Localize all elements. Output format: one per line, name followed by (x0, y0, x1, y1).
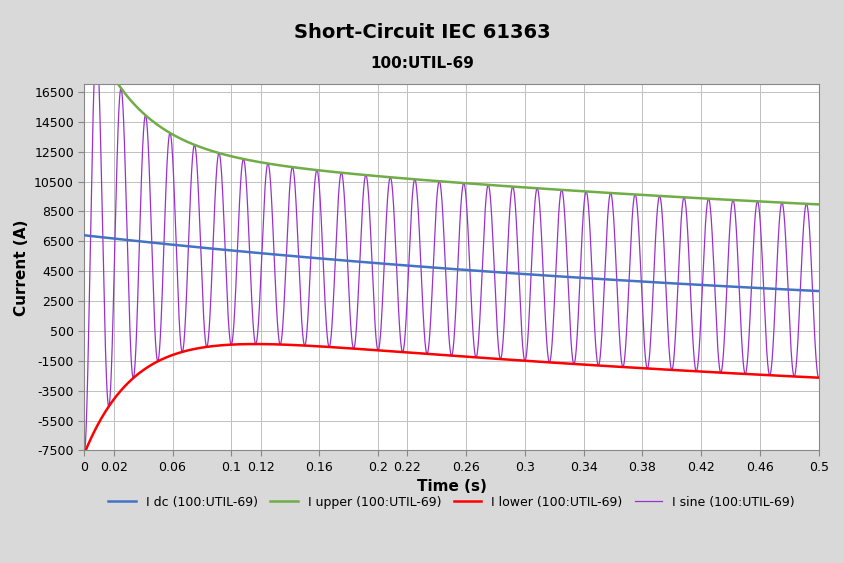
I lower (100:UTIL-69) (663, 367, 674, 373)
I lower (100:UTIL-69) (116, 387, 127, 394)
I dc (100:UTIL-69) (116, 236, 127, 243)
Text: Short-Circuit IEC 61363: Short-Circuit IEC 61363 (294, 23, 550, 42)
I dc (100:UTIL-69) (79, 232, 89, 239)
I lower (100:UTIL-69) (814, 374, 824, 381)
Line: I lower (100:UTIL-69): I lower (100:UTIL-69) (84, 344, 819, 453)
I sine (100:UTIL-69) (814, 374, 824, 381)
I upper (100:UTIL-69) (546, 186, 556, 193)
I upper (100:UTIL-69) (514, 184, 524, 190)
I dc (100:UTIL-69) (345, 258, 355, 265)
Line: I dc (100:UTIL-69): I dc (100:UTIL-69) (84, 235, 819, 291)
I dc (100:UTIL-69) (514, 270, 524, 277)
I sine (100:UTIL-69) (663, 329, 674, 336)
Line: I upper (100:UTIL-69): I upper (100:UTIL-69) (84, 17, 819, 204)
X-axis label: Time (s): Time (s) (417, 479, 486, 494)
I lower (100:UTIL-69) (514, 357, 524, 364)
I lower (100:UTIL-69) (250, 341, 260, 347)
I dc (100:UTIL-69) (546, 272, 556, 279)
I sine (100:UTIL-69) (116, 86, 127, 92)
I sine (100:UTIL-69) (546, 352, 556, 359)
Line: I sine (100:UTIL-69): I sine (100:UTIL-69) (84, 46, 819, 453)
Y-axis label: Current (A): Current (A) (14, 219, 29, 316)
I dc (100:UTIL-69) (663, 280, 673, 287)
I lower (100:UTIL-69) (345, 345, 355, 352)
I upper (100:UTIL-69) (345, 170, 355, 177)
I sine (100:UTIL-69) (79, 450, 89, 457)
I dc (100:UTIL-69) (814, 288, 824, 294)
I sine (100:UTIL-69) (514, 273, 524, 280)
Text: 100:UTIL-69: 100:UTIL-69 (370, 56, 474, 72)
I upper (100:UTIL-69) (663, 193, 673, 200)
I lower (100:UTIL-69) (79, 450, 89, 457)
I upper (100:UTIL-69) (79, 14, 89, 21)
Legend: I dc (100:UTIL-69), I upper (100:UTIL-69), I lower (100:UTIL-69), I sine (100:UT: I dc (100:UTIL-69), I upper (100:UTIL-69… (103, 491, 800, 513)
I sine (100:UTIL-69) (345, 315, 355, 322)
I dc (100:UTIL-69) (624, 278, 634, 284)
I lower (100:UTIL-69) (624, 364, 634, 371)
I sine (100:UTIL-69) (624, 280, 634, 287)
I upper (100:UTIL-69) (116, 85, 127, 92)
I upper (100:UTIL-69) (624, 191, 634, 198)
I lower (100:UTIL-69) (546, 359, 556, 366)
I sine (100:UTIL-69) (91, 43, 101, 50)
I upper (100:UTIL-69) (814, 201, 824, 208)
